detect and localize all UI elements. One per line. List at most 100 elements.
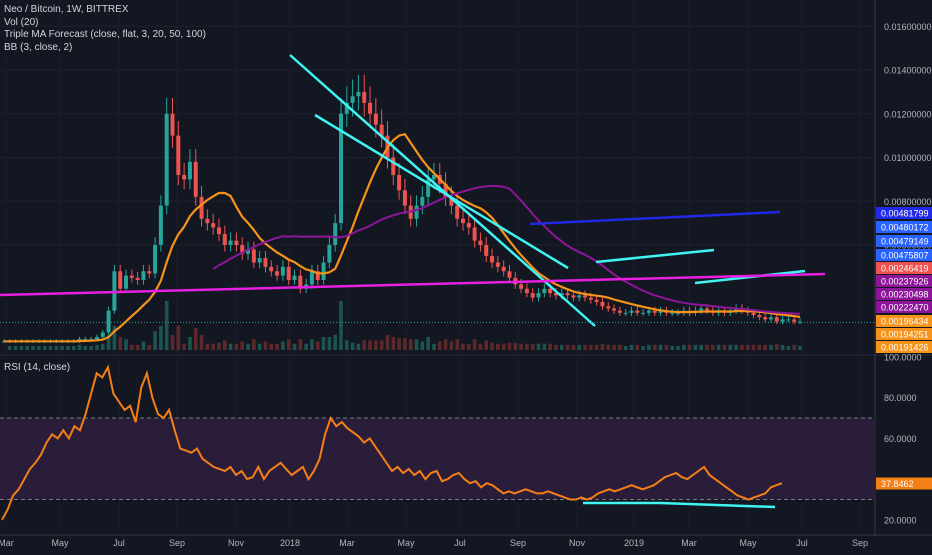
- volume-bar: [780, 344, 785, 350]
- volume-bar: [461, 343, 465, 350]
- price-axis-label: 0.00479149: [881, 237, 929, 247]
- volume-bar: [54, 346, 59, 350]
- rsi-legend[interactable]: RSI (14, close): [4, 362, 71, 373]
- volume-bar: [559, 344, 564, 350]
- price-axis-label-bg: [876, 207, 932, 219]
- volume-bar: [734, 344, 738, 350]
- volume-bar: [385, 334, 390, 350]
- price-axis-label: 0.00480172: [881, 223, 929, 233]
- volume-bar: [728, 344, 733, 350]
- candle-body: [635, 310, 640, 313]
- candle-body: [565, 293, 570, 296]
- candle-body: [344, 102, 349, 114]
- rsi-current-label: 37.8462: [881, 479, 914, 489]
- candle-body: [646, 310, 651, 313]
- candle-body: [356, 91, 361, 97]
- price-axis-label: 0.00194251: [881, 330, 929, 340]
- time-tick-label: Sep: [169, 538, 185, 548]
- candle-body: [455, 205, 460, 219]
- volume-bar: [629, 344, 634, 350]
- candle-body: [246, 249, 251, 254]
- volume-bar: [321, 337, 326, 350]
- volume-bar: [199, 334, 204, 350]
- volume-bar: [368, 340, 372, 350]
- volume-bar: [519, 343, 523, 350]
- candle-body: [280, 266, 285, 276]
- volume-bar: [379, 340, 384, 350]
- volume-bar: [432, 343, 436, 350]
- volume-bar: [391, 337, 396, 350]
- candle-body: [600, 301, 605, 307]
- chart-legend: Neo / Bitcoin, 1W, BITTREX Vol (20) Trip…: [4, 4, 206, 54]
- volume-bar: [693, 344, 698, 350]
- volume-bar: [100, 343, 105, 350]
- candle-body: [548, 288, 553, 294]
- candle-body: [321, 262, 326, 280]
- candle-body: [641, 312, 646, 314]
- volume-bar: [176, 325, 181, 350]
- volume-bar: [89, 346, 93, 350]
- candle-body: [94, 336, 99, 340]
- volume-bar: [403, 338, 407, 350]
- volume-bar: [594, 344, 599, 350]
- legend-triple-ma[interactable]: Triple MA Forecast (close, flat, 3, 20, …: [4, 29, 206, 40]
- candle-body: [228, 240, 233, 245]
- volume-bar: [263, 341, 268, 350]
- legend-symbol[interactable]: Neo / Bitcoin, 1W, BITTREX: [4, 4, 129, 15]
- volume-bar: [147, 344, 152, 350]
- price-axis-label: 0.00481799: [881, 209, 929, 219]
- candle-body: [240, 245, 245, 254]
- time-tick-label: Mar: [339, 538, 355, 548]
- time-tick-label: Mar: [0, 538, 14, 548]
- legend-bb[interactable]: BB (3, close, 2): [4, 41, 73, 53]
- volume-bar: [118, 337, 123, 350]
- price-axis-label-bg: [876, 301, 932, 313]
- volume-bar: [350, 342, 355, 350]
- volume-bar: [600, 343, 605, 350]
- candle-body: [106, 310, 111, 333]
- price-tick-label: 0.01000000: [884, 153, 932, 163]
- trend-channel-lower: [314, 113, 569, 270]
- candle-body: [588, 297, 593, 300]
- volume-bar: [623, 346, 628, 350]
- candle-body: [519, 284, 524, 289]
- candle-body: [216, 227, 221, 235]
- volume-bar: [664, 344, 669, 350]
- candle-body: [100, 332, 105, 337]
- candle-body: [251, 249, 256, 263]
- volume-bar: [397, 338, 401, 350]
- volume-bar: [188, 337, 192, 350]
- volume-bar: [711, 344, 715, 350]
- volume-bar: [374, 340, 378, 350]
- volume-bar: [414, 339, 419, 350]
- time-tick-label: Sep: [510, 538, 526, 548]
- volume-bar: [757, 344, 762, 350]
- price-tick-label: 0.01600000: [884, 22, 932, 32]
- volume-bar: [19, 346, 24, 350]
- candle-body: [594, 299, 599, 302]
- volume-bar: [106, 334, 111, 350]
- volume-bar: [48, 346, 53, 350]
- time-tick-label: Jul: [113, 538, 125, 548]
- candle-body: [182, 175, 187, 180]
- volume-bar: [496, 343, 500, 350]
- volume-bar: [548, 343, 552, 350]
- candle-body: [124, 275, 129, 289]
- volume-bar: [42, 346, 47, 350]
- candle-body: [658, 310, 663, 313]
- time-tick-label: May: [51, 538, 69, 548]
- volume-bar: [222, 340, 227, 350]
- volume-bar: [565, 344, 570, 350]
- candle-body: [222, 234, 227, 245]
- candle-body: [553, 293, 558, 296]
- volume-bar: [641, 346, 645, 350]
- candle-body: [495, 262, 500, 267]
- rsi-tick-label: 20.0000: [884, 515, 917, 525]
- legend-vol[interactable]: Vol (20): [4, 16, 39, 28]
- price-axis-label-bg: [876, 315, 932, 327]
- volume-bar: [507, 342, 512, 350]
- volume-bar: [786, 346, 791, 350]
- price-axis-label: 0.00237926: [881, 277, 929, 287]
- price-axis-label-bg: [876, 288, 932, 300]
